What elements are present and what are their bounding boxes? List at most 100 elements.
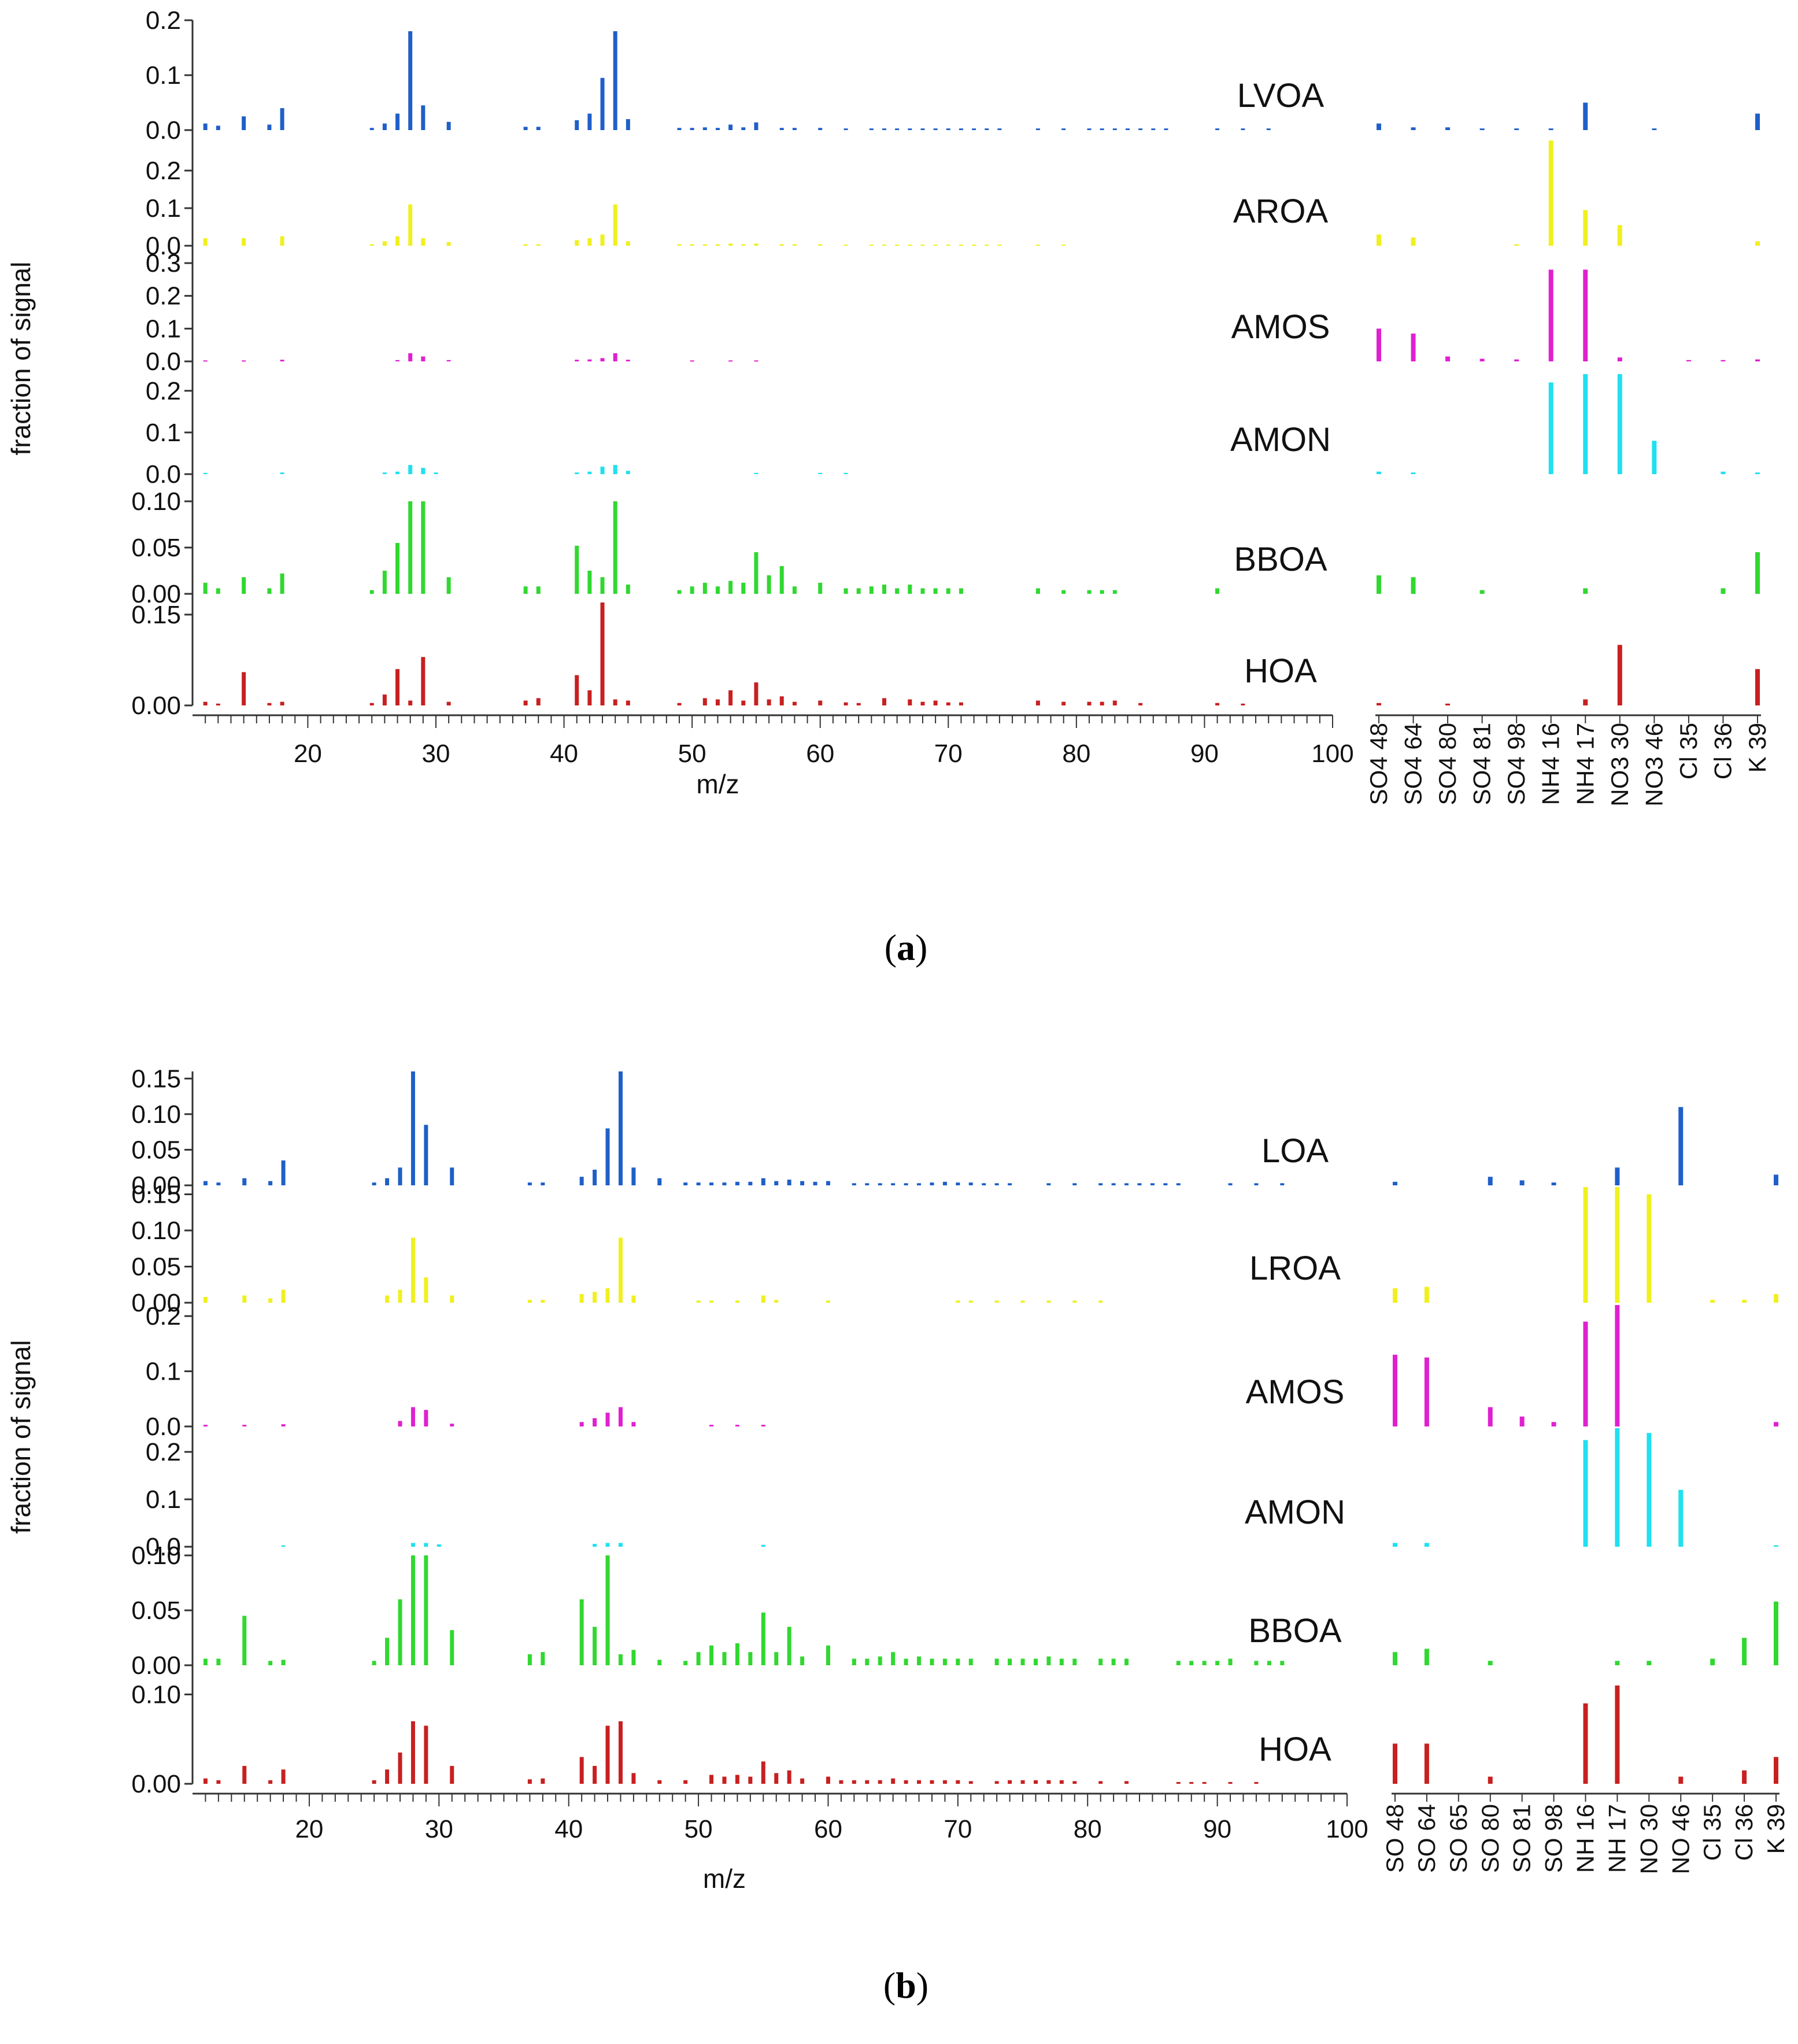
bar-bboa-b <box>1280 1661 1285 1665</box>
bar-hoa-a <box>600 603 605 705</box>
y-tick-label-lroa-b: 0.10 <box>131 1217 181 1245</box>
bar-hoa-a <box>933 700 938 705</box>
bar-bboa-a <box>523 586 528 594</box>
ion-bar-loa-b <box>1393 1181 1397 1185</box>
factor-label-lroa-b: LROA <box>1249 1250 1341 1287</box>
y-tick-label-hoa-a: 0.15 <box>131 601 181 629</box>
ion-bar-amos-b <box>1583 1321 1588 1426</box>
bar-lroa-b <box>774 1300 779 1303</box>
bar-loa-b <box>917 1183 922 1185</box>
ion-label-b: SO 81 <box>1508 1804 1536 1873</box>
bar-loa-b <box>216 1182 221 1185</box>
y-tick-label-bboa-b: 0.05 <box>131 1596 181 1625</box>
bar-bboa-b <box>761 1612 765 1665</box>
bar-loa-b <box>1254 1183 1259 1185</box>
bar-aroa-a <box>421 238 426 246</box>
bar-bboa-a <box>933 588 938 594</box>
bar-loa-b <box>1137 1183 1142 1185</box>
bar-loa-b <box>891 1183 896 1185</box>
bar-hoa-b <box>787 1770 791 1784</box>
ion-bar-amon-a <box>1377 471 1381 474</box>
bar-amos-b <box>618 1407 623 1426</box>
bar-hoa-a <box>395 669 400 705</box>
bar-aroa-a <box>959 245 963 246</box>
bar-hoa-b <box>800 1778 805 1784</box>
bar-loa-b <box>1124 1183 1129 1185</box>
bar-loa-b <box>385 1178 390 1185</box>
ion-bar-lvoa-a <box>1377 123 1381 130</box>
ion-bar-bboa-b <box>1774 1601 1778 1665</box>
bar-hoa-a <box>613 699 617 705</box>
bar-loa-b <box>865 1183 870 1185</box>
ion-bar-amos-a <box>1548 269 1553 361</box>
bar-amos-b <box>593 1418 597 1426</box>
bar-bboa-b <box>1033 1658 1038 1665</box>
ion-bar-aroa-a <box>1583 210 1588 246</box>
ion-label-b: K 39 <box>1762 1804 1789 1854</box>
ion-label-b: NH 17 <box>1603 1804 1630 1873</box>
bar-lvoa-a <box>908 128 912 130</box>
x-tick-label-a: 60 <box>806 740 834 768</box>
factor-label-amon-a: AMON <box>1230 421 1331 459</box>
bar-hoa-a <box>728 690 733 705</box>
ion-bar-lvoa-a <box>1479 128 1485 130</box>
bar-bboa-b <box>696 1652 701 1665</box>
bar-bboa-a <box>908 585 912 594</box>
bar-lroa-b <box>826 1300 830 1303</box>
bar-bboa-b <box>631 1650 636 1665</box>
ion-bar-hoa-a <box>1617 645 1622 705</box>
bar-bboa-b <box>800 1656 805 1665</box>
ion-bar-loa-b <box>1551 1182 1556 1185</box>
bar-amon-a <box>613 465 617 474</box>
bar-bboa-a <box>946 588 950 594</box>
bar-hoa-b <box>1059 1780 1064 1784</box>
bar-hoa-b <box>372 1780 376 1784</box>
bar-hoa-b <box>930 1780 934 1784</box>
bar-amos-a <box>203 360 208 362</box>
y-axis-title-b: fraction of signal <box>6 1340 36 1534</box>
bar-bboa-a <box>920 588 925 594</box>
bar-amon-a <box>382 472 387 474</box>
bar-hoa-b <box>1033 1780 1038 1784</box>
ion-label-a: K 39 <box>1744 723 1771 772</box>
bar-lroa-b <box>268 1298 273 1303</box>
bar-lvoa-a <box>677 128 682 130</box>
bar-bboa-a <box>1035 588 1040 594</box>
ion-bar-lvoa-a <box>1755 113 1760 130</box>
bar-amon-a <box>203 472 208 474</box>
bar-lvoa-a <box>972 128 976 130</box>
bar-bboa-a <box>767 575 771 594</box>
bar-aroa-a <box>754 243 759 246</box>
bar-bboa-b <box>618 1654 623 1665</box>
ion-bar-hoa-b <box>1583 1703 1588 1784</box>
ion-bar-hoa-b <box>1678 1776 1684 1784</box>
bar-loa-b <box>994 1183 999 1185</box>
ion-bar-lvoa-a <box>1652 128 1657 130</box>
y-tick-label-lroa-b: 0.05 <box>131 1253 181 1281</box>
bar-bboa-a <box>587 571 592 594</box>
ion-bar-hoa-a <box>1583 699 1588 705</box>
bar-amon-a <box>754 472 759 474</box>
ion-bar-loa-b <box>1488 1177 1493 1185</box>
x-tick-label-a: 30 <box>422 740 450 768</box>
bar-bboa-b <box>942 1658 947 1665</box>
bar-hoa-a <box>856 703 861 705</box>
bar-lroa-b <box>735 1300 739 1303</box>
bar-lvoa-a <box>395 113 400 130</box>
ion-bar-lvoa-a <box>1583 102 1588 130</box>
bar-bboa-b <box>722 1652 727 1665</box>
bar-lvoa-a <box>626 119 630 130</box>
bar-lvoa-a <box>843 128 848 130</box>
bar-lvoa-a <box>446 121 451 130</box>
bar-hoa-a <box>446 701 451 705</box>
bar-hoa-a <box>1100 701 1104 705</box>
x-tick-label-a: 20 <box>294 740 322 768</box>
bar-lvoa-a <box>600 77 605 130</box>
bar-bboa-a <box>741 582 746 594</box>
bar-hoa-b <box>1189 1781 1194 1784</box>
bar-hoa-b <box>618 1721 623 1784</box>
bar-amos-a <box>395 360 400 361</box>
bar-lroa-b <box>385 1295 390 1303</box>
ion-bar-amos-a <box>1377 328 1381 361</box>
bar-amon-a <box>421 468 426 474</box>
